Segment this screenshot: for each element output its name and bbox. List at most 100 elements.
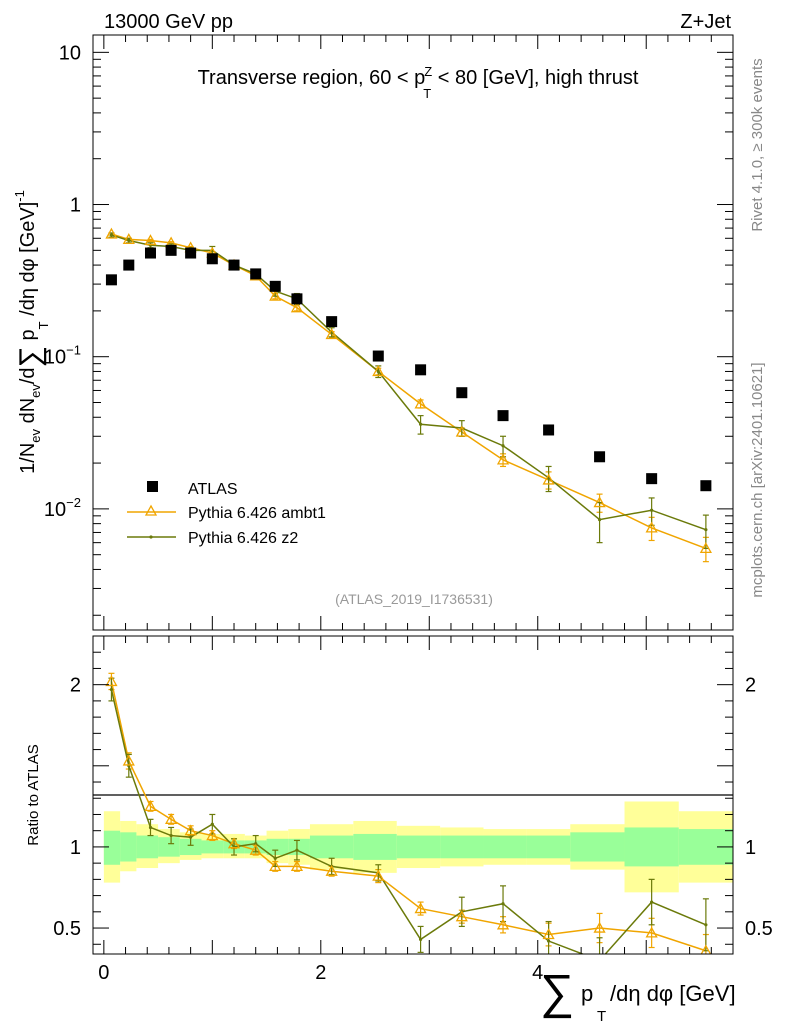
legend-label-atlas: ATLAS: [188, 481, 238, 498]
main-y-tick-label: 10: [59, 42, 81, 64]
data-point-z2: [376, 369, 380, 374]
data-point-atlas: [497, 410, 509, 422]
ratio-point-z2: [704, 923, 708, 927]
ratio-point-z2: [254, 842, 258, 846]
ratio-x-tick-label: 2: [315, 962, 326, 984]
data-point-atlas: [206, 253, 218, 265]
ratio-x-tick-label: 4: [532, 962, 543, 984]
data-point-z2: [704, 528, 708, 532]
uncertainty-band-inner: [179, 838, 202, 856]
svg-text:∑: ∑: [540, 966, 574, 1019]
data-point-ambt1: [269, 289, 282, 301]
ratio-y-tick-label: 1: [70, 837, 81, 859]
data-point-atlas: [700, 480, 712, 492]
legend-marker-ambt1: [144, 504, 158, 516]
data-point-atlas: [456, 387, 468, 399]
uncertainty-band-inner: [136, 835, 159, 859]
svg-text:/dη dφ [GeV]: /dη dφ [GeV]: [610, 981, 736, 1006]
ratio-y-tick-label-right: 0.5: [745, 918, 773, 940]
ratio-point-ambt1: [144, 800, 157, 812]
uncertainty-band-inner: [440, 835, 484, 859]
main-y-tick-label: 10−2: [44, 495, 81, 521]
analysis-id: (ATLAS_2019_I1736531): [335, 591, 493, 607]
data-point-atlas: [228, 259, 240, 271]
data-point-z2: [597, 518, 602, 522]
main-y-tick-label: 10−1: [44, 343, 81, 369]
uncertainty-band-inner: [158, 837, 180, 857]
data-point-atlas: [415, 364, 427, 376]
ratio-y-tick-label-right: 1: [745, 837, 756, 859]
data-point-z2: [109, 233, 114, 237]
data-point-ambt1: [542, 473, 555, 485]
ratio-point-z2: [418, 937, 423, 941]
main-panel: Transverse region, 60 < p TZ < 80 [GeV], …: [12, 34, 734, 631]
svg-text:T: T: [597, 1008, 606, 1024]
ratio-point-ambt1: [269, 860, 282, 872]
ratio-point-ambt1: [700, 944, 712, 954]
data-point-atlas: [250, 268, 262, 280]
data-point-ambt1: [105, 227, 118, 239]
uncertainty-band-inner: [624, 827, 679, 867]
ratio-frame: [92, 635, 734, 955]
ratio-point-z2: [148, 825, 153, 830]
uncertainty-band-inner: [103, 830, 121, 865]
ratio-point-ambt1: [325, 864, 338, 876]
uncertainty-band-inner: [353, 833, 397, 860]
process-label: Z+Jet: [680, 11, 731, 33]
x-axis-title: ∑ p T /dη dφ [GeV]: [540, 966, 736, 1024]
data-point-z2: [127, 238, 131, 243]
data-point-atlas: [185, 247, 197, 259]
data-point-z2: [650, 508, 654, 512]
uncertainty-band-inner: [570, 832, 625, 862]
legend-marker-z2: [149, 535, 153, 539]
data-point-atlas: [646, 473, 658, 485]
ratio-point-z2: [501, 902, 505, 906]
ratio-point-ambt1: [496, 918, 510, 930]
legend-marker-atlas: [147, 481, 158, 492]
data-point-z2: [418, 422, 423, 426]
ratio-point-z2: [273, 856, 277, 860]
data-point-z2: [501, 444, 505, 448]
uncertainty-band-inner: [526, 835, 571, 859]
data-point-ambt1: [325, 328, 338, 340]
data-point-ambt1: [593, 496, 606, 508]
data-point-atlas: [372, 350, 384, 362]
ratio-point-ambt1: [593, 921, 606, 933]
data-point-ambt1: [372, 365, 385, 377]
data-point-ambt1: [645, 521, 658, 533]
ratio-point-z2: [169, 833, 173, 838]
ratio-point-z2: [546, 939, 551, 943]
main-frame: [92, 34, 734, 631]
uncertainty-band-inner: [120, 832, 137, 862]
ratio-x-tick-label: 0: [98, 962, 109, 984]
ratio-y-tick-label-right: 2: [745, 675, 756, 697]
main-title: Transverse region, 60 < p TZ < 80 [GeV], …: [198, 64, 639, 101]
mcplots-label: mcplots.cern.ch [arXiv:2401.10621]: [749, 362, 766, 597]
data-point-atlas: [165, 244, 177, 256]
main-y-tick-label: 1: [70, 195, 81, 217]
data-point-atlas: [269, 280, 281, 292]
ratio-y-axis-title: Ratio to ATLAS: [25, 744, 42, 845]
legend: ATLAS Pythia 6.426 ambt1 Pythia 6.426 z2: [127, 481, 326, 547]
rivet-label: Rivet 4.1.0, ≥ 300k events: [749, 58, 766, 231]
ratio-point-ambt1: [105, 675, 118, 687]
ratio-point-ambt1: [645, 926, 658, 938]
data-point-atlas: [144, 247, 156, 259]
svg-text:1/Nev dNev/d∑ pT /dη dφ [GeV]: 1/Nev dNev/d∑ pT /dη dφ [GeV]-1: [12, 190, 51, 474]
ratio-point-ambt1: [164, 812, 178, 824]
data-point-ambt1: [122, 233, 135, 245]
data-point-ambt1: [290, 301, 304, 313]
data-point-ambt1: [699, 542, 712, 554]
ratio-point-z2: [109, 687, 114, 692]
ratio-point-ambt1: [122, 754, 135, 766]
ratio-point-ambt1: [249, 843, 262, 855]
ratio-y-tick-label: 2: [70, 675, 81, 697]
ratio-line-ambt1: [110, 681, 707, 952]
data-point-atlas: [291, 293, 303, 305]
data-point-atlas: [123, 259, 135, 271]
legend-label-ambt1: Pythia 6.426 ambt1: [188, 505, 326, 522]
ratio-point-ambt1: [542, 928, 555, 940]
data-point-atlas: [326, 316, 338, 328]
ratio-panel: 0.5 0.5 1 1 2 2 0 2 4 Ratio to ATLAS ∑ p T /dη d…: [25, 635, 773, 1024]
